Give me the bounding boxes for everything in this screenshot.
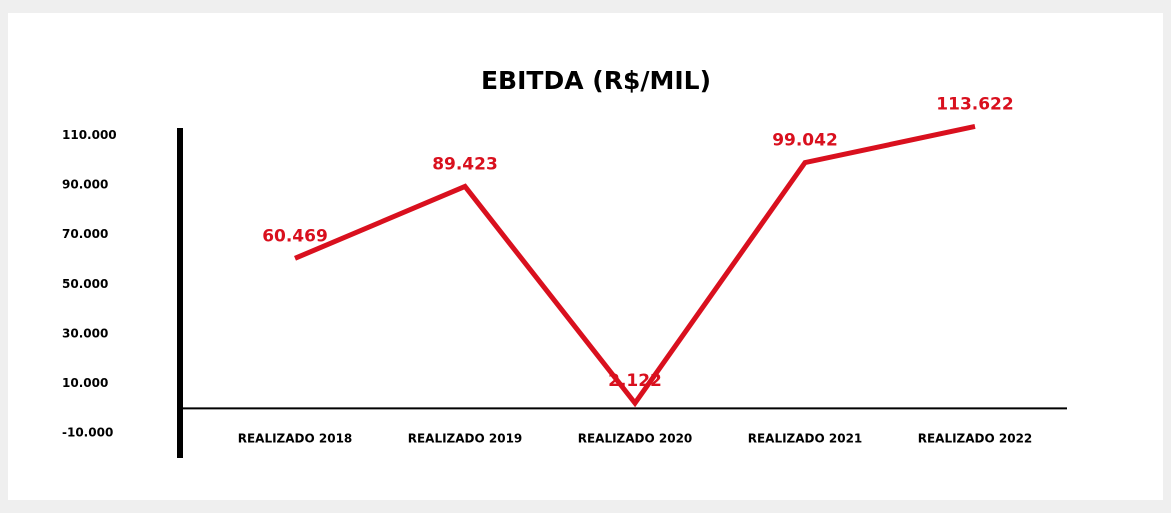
data-label: 89.423 — [432, 154, 498, 174]
x-tick-label: REALIZADO 2018 — [238, 432, 353, 446]
y-tick-label: -10.000 — [62, 426, 113, 440]
x-tick-label: REALIZADO 2022 — [918, 432, 1033, 446]
card — [8, 13, 1163, 500]
data-label: 99.042 — [772, 131, 838, 151]
y-tick-label: 70.000 — [62, 227, 108, 241]
line — [294, 123, 976, 408]
data-label: 113.622 — [936, 94, 1013, 114]
data-label: 2.122 — [608, 371, 662, 391]
x-tick-label: REALIZADO 2020 — [578, 432, 693, 446]
y-tick-label: 10.000 — [62, 376, 108, 390]
chart-title: EBITDA (R$/MIL) — [481, 66, 711, 95]
y-tick-label: 50.000 — [62, 277, 108, 291]
y-tick-label: 90.000 — [62, 178, 108, 192]
x-tick-label: REALIZADO 2021 — [748, 432, 863, 446]
y-tick-label: 30.000 — [62, 326, 108, 340]
y-tick-label: 110.000 — [62, 128, 117, 142]
data-label: 60.469 — [262, 226, 328, 246]
x-tick-label: REALIZADO 2019 — [408, 432, 523, 446]
